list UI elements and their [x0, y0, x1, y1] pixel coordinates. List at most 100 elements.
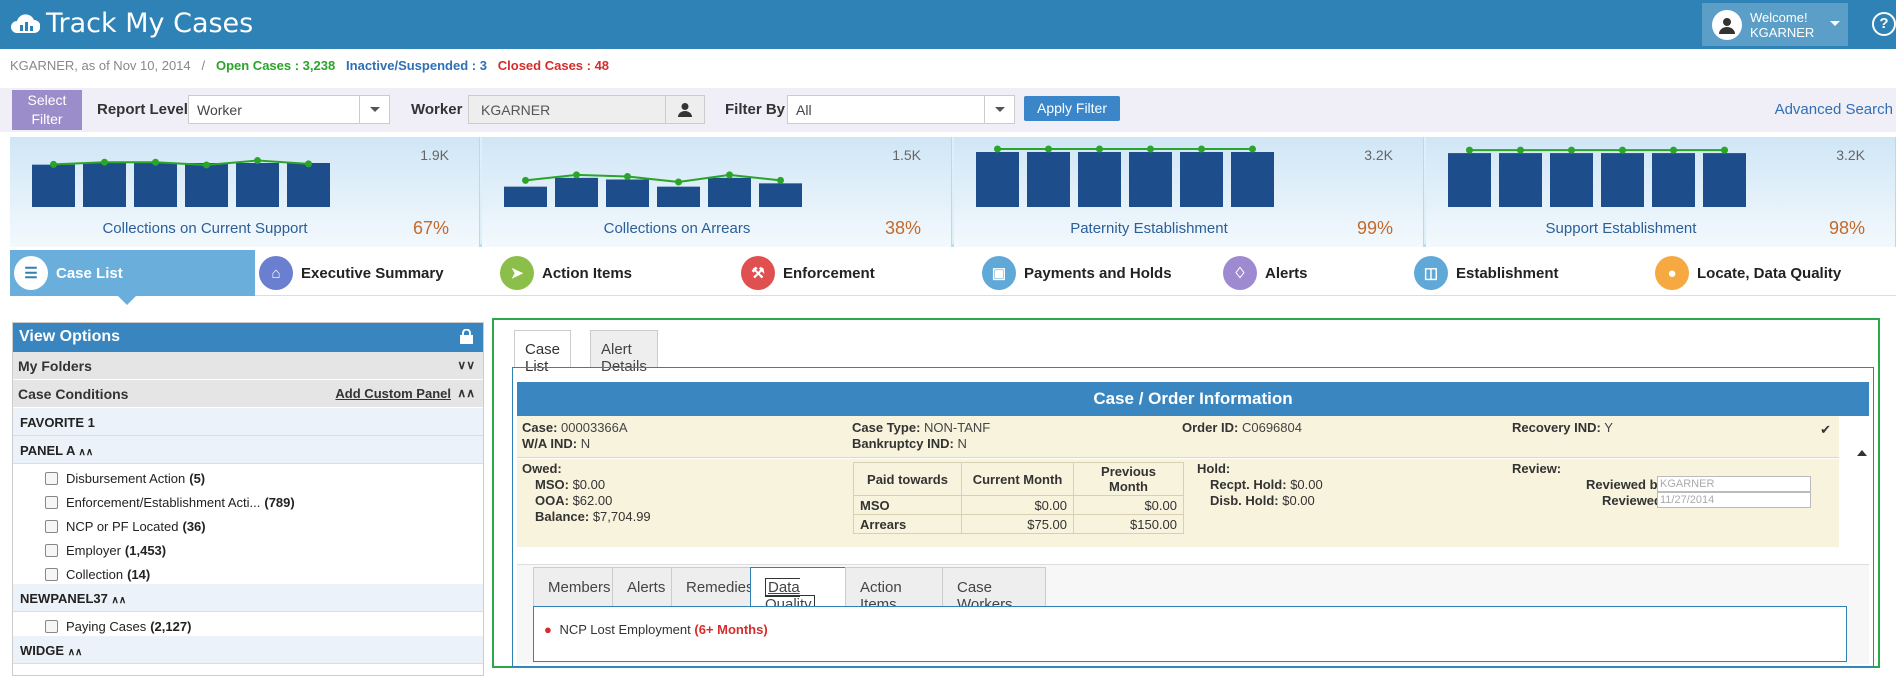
item-count: (789): [264, 494, 295, 510]
checkbox[interactable]: [45, 543, 58, 557]
bell-icon: ♢: [1223, 256, 1257, 290]
advanced-search-link[interactable]: Advanced Search: [1774, 101, 1893, 118]
kpi-card-paternity[interactable]: 3.2K Paternity Establishment 99%: [954, 137, 1424, 247]
item-count: (36): [182, 518, 206, 534]
report-level-select[interactable]: Worker: [188, 95, 390, 124]
my-folders-row[interactable]: My Folders ∨∨: [13, 352, 483, 380]
filter-by-select[interactable]: All: [787, 95, 1015, 124]
case-conditions-row[interactable]: Case Conditions Add Custom Panel ∧∧: [13, 380, 483, 408]
tab-members[interactable]: Members: [533, 567, 613, 607]
kpi-sparkline-chart: [976, 145, 1274, 207]
double-chevron-down-icon[interactable]: ∨∨: [457, 358, 475, 372]
check-icon: ✔: [1820, 422, 1831, 437]
kpi-bar: [606, 179, 649, 207]
home-icon: ⌂: [259, 256, 293, 290]
panel-a-section[interactable]: PANEL A ∧∧: [13, 436, 483, 464]
kpi-card-support-establishment[interactable]: 3.2K Support Establishment 98%: [1426, 137, 1896, 247]
checkbox[interactable]: [45, 519, 58, 533]
chevron-down-icon: [359, 96, 389, 123]
kpi-max: 1.5K: [892, 147, 921, 163]
gavel-icon: ⚒: [741, 256, 775, 290]
add-custom-panel-link[interactable]: Add Custom Panel: [335, 386, 451, 401]
list-item[interactable]: Paying Cases (2,127): [13, 612, 483, 636]
kpi-bar: [1601, 153, 1644, 207]
inactive-cases-link[interactable]: Inactive/Suspended : 3: [346, 58, 487, 73]
kpi-bar: [708, 177, 751, 207]
table-row: MSO $0.00 $0.00: [853, 495, 1184, 515]
disb-hold-value: $0.00: [1282, 493, 1315, 508]
tab-executive-summary[interactable]: ⌂ Executive Summary: [259, 250, 444, 296]
subtab-case-list[interactable]: Case List: [514, 330, 572, 375]
favorite-section[interactable]: FAVORITE 1: [13, 408, 483, 436]
user-avatar-icon: [1712, 9, 1742, 40]
tab-action-items[interactable]: ➤ Action Items: [500, 250, 632, 296]
double-chevron-up-icon[interactable]: ∧∧: [111, 595, 127, 606]
wa-value: N: [580, 436, 591, 451]
item-label: Collection: [66, 566, 124, 582]
tab-establishment[interactable]: ◫ Establishment: [1414, 250, 1559, 296]
user-menu[interactable]: Welcome! KGARNER: [1702, 3, 1848, 46]
double-chevron-up-icon[interactable]: ∧∧: [78, 447, 94, 458]
list-item[interactable]: Collection (14): [13, 560, 483, 584]
tab-action-items[interactable]: Action Items: [845, 567, 943, 613]
recovery-value: Y: [1604, 420, 1613, 435]
tab-enforcement[interactable]: ⚒ Enforcement: [741, 250, 875, 296]
case-order-box: Case / Order Information Case: 00003366A…: [512, 367, 1874, 667]
kpi-card-current-support[interactable]: 1.9K Collections on Current Support 67%: [10, 137, 480, 247]
kpi-bar: [759, 183, 802, 207]
worker-input[interactable]: KGARNER: [468, 95, 666, 124]
kpi-bar: [287, 163, 330, 207]
item-count: (5): [189, 470, 206, 486]
worker-picker-button[interactable]: [665, 95, 705, 124]
table-header: Paid towards: [853, 462, 962, 496]
kpi-bar: [1652, 153, 1695, 207]
closed-cases-link[interactable]: Closed Cases : 48: [497, 58, 610, 73]
list-item[interactable]: NCP or PF Located (36): [13, 512, 483, 536]
checkbox[interactable]: [45, 471, 58, 485]
checkbox[interactable]: [45, 495, 58, 509]
kpi-bar: [1448, 153, 1491, 207]
view-options-title: View Options: [19, 328, 121, 345]
tab-alerts[interactable]: ♢ Alerts: [1223, 250, 1308, 296]
view-options-header: View Options: [13, 323, 483, 352]
tab-locate-data-quality[interactable]: ● Locate, Data Quality: [1655, 250, 1841, 296]
owed-label: Owed:: [522, 461, 562, 476]
kpi-trend-point: [1198, 145, 1205, 153]
tab-remedies[interactable]: Remedies: [671, 567, 754, 607]
widge-section[interactable]: WIDGE ∧∧: [13, 636, 483, 664]
item-count: (1,453): [124, 542, 167, 558]
reviewed-by-field[interactable]: KGARNER: [1657, 476, 1811, 492]
kpi-trend-point: [305, 160, 312, 168]
subtab-alert-details[interactable]: Alert Details: [590, 330, 658, 375]
list-item[interactable]: Employer (1,453): [13, 536, 483, 560]
apply-filter-button[interactable]: Apply Filter: [1024, 96, 1120, 121]
case-status-line: KGARNER, as of Nov 10, 2014 / Open Cases…: [10, 58, 609, 73]
list-item[interactable]: Disbursement Action (5): [13, 464, 483, 488]
tab-case-list[interactable]: ☰ Case List: [10, 250, 255, 305]
kpi-percent: 38%: [884, 218, 921, 238]
panel-a-label: PANEL A: [20, 443, 75, 458]
tab-payments-holds[interactable]: ▣ Payments and Holds: [982, 250, 1172, 296]
briefcase-icon: ◫: [1414, 256, 1448, 290]
select-filter-button[interactable]: Select Filter: [12, 90, 82, 130]
tab-case-workers[interactable]: Case Workers: [942, 567, 1046, 613]
app-logo[interactable]: Track My Cases: [10, 8, 253, 39]
double-chevron-up-icon[interactable]: ∧∧: [67, 647, 83, 658]
double-chevron-up-icon[interactable]: ∧∧: [457, 386, 475, 400]
checkbox[interactable]: [45, 567, 58, 581]
location-pin-icon: ●: [1655, 256, 1689, 290]
list-item[interactable]: Enforcement/Establishment Acti... (789): [13, 488, 483, 512]
reviewed-date-label: Reviewed:: [1602, 493, 1667, 508]
reviewed-date-field[interactable]: 11/27/2014: [1657, 492, 1811, 508]
balance-label: Balance:: [535, 509, 590, 524]
collapse-up-icon[interactable]: [1857, 450, 1867, 456]
tab-alerts[interactable]: Alerts: [612, 567, 672, 607]
report-level-value: Worker: [197, 102, 242, 118]
help-icon[interactable]: ?: [1872, 12, 1896, 36]
newpanel-section[interactable]: NEWPANEL37 ∧∧: [13, 584, 483, 612]
open-cases-link[interactable]: Open Cases : 3,238: [215, 58, 336, 73]
lock-icon[interactable]: [460, 329, 473, 344]
checkbox[interactable]: [45, 619, 58, 633]
tab-data-quality[interactable]: Data Quality: [750, 567, 846, 614]
kpi-card-arrears[interactable]: 1.5K Collections on Arrears 38%: [482, 137, 952, 247]
